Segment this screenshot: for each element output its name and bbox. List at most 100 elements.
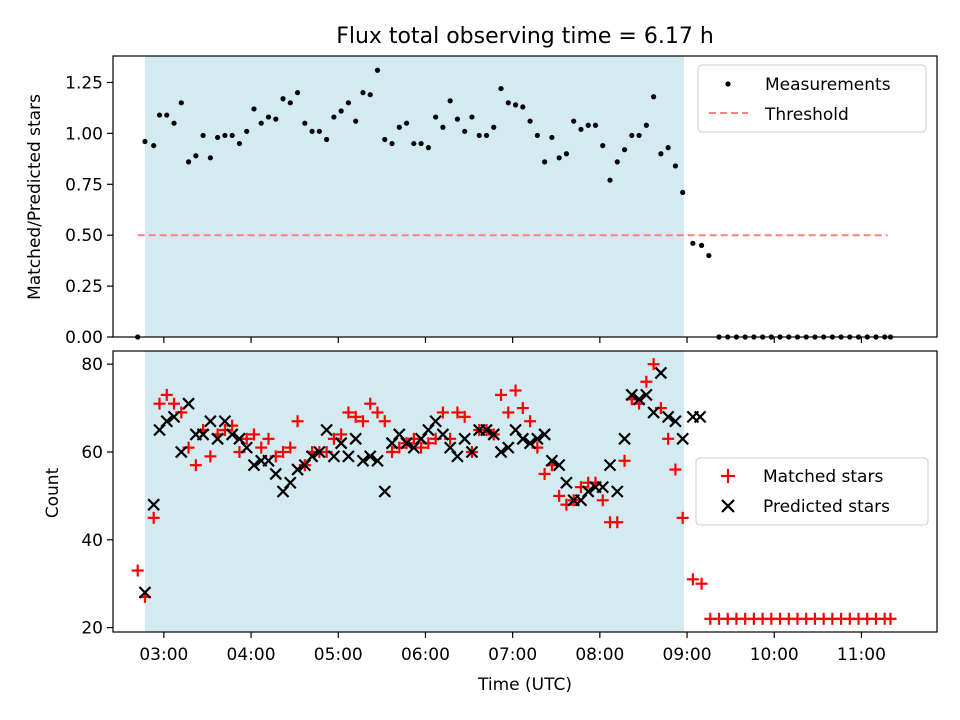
predicted-point [581, 485, 595, 498]
measurement-point [469, 114, 475, 120]
predicted-point [327, 450, 341, 463]
predicted-point [334, 436, 348, 450]
measurement-point [353, 118, 359, 124]
measurement-point [236, 140, 243, 147]
bottom-x-ticks: 03:00 04:00 05:00 06:00 07:00 08:00 09:00 10:00… [139, 632, 886, 665]
matched-point [695, 577, 708, 590]
predicted-point [211, 432, 224, 446]
matched-point [277, 445, 290, 458]
measurement-point [698, 242, 705, 248]
measurement-point [331, 114, 337, 120]
predicted-point [313, 445, 326, 459]
predicted-point [502, 441, 515, 454]
predicted-point [182, 397, 195, 410]
measurement-point [302, 120, 308, 126]
measurement-point [585, 122, 591, 128]
measurement-point [244, 128, 250, 134]
predicted-point [167, 410, 181, 424]
matched-point [640, 375, 653, 388]
measurement-point [273, 116, 279, 122]
predicted-point [436, 428, 450, 441]
measurement-point [665, 145, 671, 151]
predicted-point [625, 388, 639, 402]
matched-point [451, 406, 464, 419]
measurement-point [207, 155, 213, 161]
measurement-point [193, 153, 199, 159]
top-y-tick-label: 0.25 [65, 277, 103, 297]
predicted-point [560, 476, 573, 489]
matched-point [538, 467, 551, 480]
predicted-point [378, 485, 392, 498]
predicted-point [531, 432, 544, 446]
measurement-point [534, 132, 540, 139]
measurement-point [483, 132, 490, 139]
top-y-tick-label: 0.50 [65, 226, 103, 246]
measurement-point [556, 155, 562, 161]
measurement-point [614, 159, 620, 165]
measurement-point [178, 100, 184, 106]
matched-point [247, 428, 260, 441]
predicted-point [480, 423, 493, 437]
top-plot-frame [112, 55, 938, 338]
measurement-point [505, 100, 511, 106]
predicted-point [647, 406, 660, 419]
measurement-point [215, 134, 221, 141]
measurement-point [222, 132, 228, 139]
predicted-point [618, 432, 631, 446]
measurement-point [680, 189, 686, 196]
measurement-point [265, 114, 272, 120]
measurement-point [651, 94, 657, 100]
bottom-y-tick-label: 60 [81, 443, 103, 463]
matched-point [502, 406, 515, 419]
measurement-point [287, 100, 293, 106]
measurement-point [280, 96, 286, 102]
top-y-tick-label: 0.00 [65, 328, 103, 348]
bottom-marks [131, 358, 897, 625]
measurement-point [592, 122, 599, 128]
matched-point [509, 384, 522, 397]
measurement-point [258, 120, 264, 126]
matched-point [676, 511, 689, 524]
matched-point [618, 454, 631, 467]
measurement-point [476, 132, 482, 139]
measurement-point [658, 151, 664, 157]
top-panel: 0.00 0.25 0.50 0.75 1.00 1.25 Matched/Predict… [25, 55, 938, 348]
matched-point [378, 415, 391, 428]
measurement-point [498, 85, 504, 92]
measurement-point [251, 106, 257, 112]
predicted-point [523, 436, 537, 450]
x-tick-label: 04:00 [227, 645, 276, 665]
measurement-point [629, 132, 635, 139]
bottom-y-tick-label: 40 [81, 531, 103, 551]
legend-measurements-marker [725, 81, 731, 87]
predicted-point [632, 393, 646, 406]
predicted-point [516, 432, 530, 446]
series-predicted-stars [138, 366, 707, 599]
predicted-point [611, 485, 624, 498]
matched-point [291, 415, 304, 428]
predicted-point [305, 450, 319, 463]
matched-point [160, 388, 173, 401]
predicted-point [225, 428, 239, 441]
measurement-point [454, 116, 461, 122]
predicted-point [175, 445, 188, 459]
measurement-point [396, 124, 402, 130]
measurement-point [690, 240, 696, 246]
measurement-point [338, 108, 344, 114]
legend-predicted-marker [721, 499, 735, 513]
predicted-point [291, 463, 304, 476]
top-legend: Measurements Threshold [697, 64, 927, 133]
measurement-point [403, 120, 410, 126]
measurement-point [433, 114, 439, 120]
bottom-y-tick-label: 20 [81, 619, 103, 639]
predicted-point [538, 428, 551, 441]
predicted-point [603, 458, 617, 472]
bottom-y-axis-label: Count [43, 467, 63, 518]
measurement-point [151, 142, 157, 149]
top-y-tick-label: 1.00 [65, 124, 103, 144]
matched-point [240, 432, 253, 445]
legend-matched-marker [721, 469, 735, 483]
measurement-point [447, 98, 453, 104]
